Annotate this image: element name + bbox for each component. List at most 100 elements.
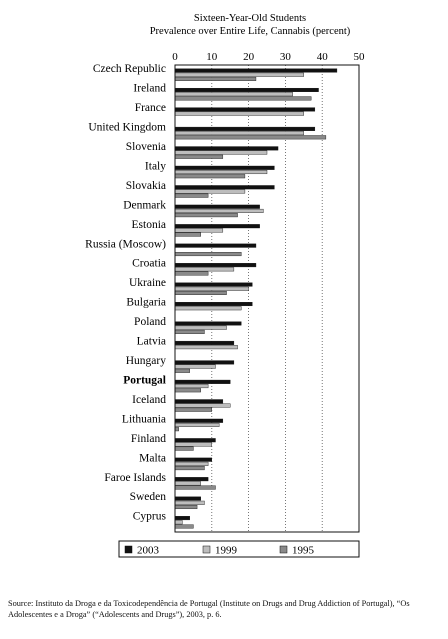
plot-frame [174,64,360,533]
bar-2003 [174,438,216,443]
bar-1999 [174,345,238,350]
bar-1999 [174,364,216,369]
category-label: Malta [139,452,166,464]
bar-2003 [174,185,275,190]
bar-1999 [174,325,227,330]
bar-1999 [174,286,249,291]
bar-1999 [174,92,293,97]
chart-subtitle: Prevalence over Entire Life, Cannabis (p… [150,26,351,37]
bar-2003 [174,126,316,131]
bar-1995 [174,252,242,257]
category-label: Cyprus [133,511,167,523]
bar-1995 [174,388,201,393]
category-labels: Czech Republic Ireland France United Kingdo… [85,63,166,523]
bar-1995 [174,485,216,490]
bar-2003 [174,146,279,151]
bar-1995 [174,174,246,179]
category-label: Slovenia [126,141,166,153]
bar-2003 [174,204,260,209]
category-label: Czech Republic [93,63,166,75]
bar-1995 [174,446,194,451]
bar-1999 [174,208,264,213]
category-label: Latvia [137,336,166,348]
category-label: Portugal [123,374,166,386]
x-tick-label: 0 [172,51,178,63]
category-label: Iceland [132,394,166,406]
category-label: Hungary [126,355,166,367]
legend-swatch-2003 [124,545,133,554]
legend-swatch-1995 [279,545,288,554]
bar-1999 [174,189,246,194]
bar-1995 [174,407,212,412]
x-axis-ticks: 0 10 20 30 40 50 [172,51,365,63]
category-label: Bulgaria [126,297,166,309]
bar-2003 [174,165,275,170]
bar-2003 [174,224,260,229]
category-label: Sweden [130,491,167,503]
x-tick-label: 10 [206,51,218,63]
bar-1995 [174,368,190,373]
bar-1995 [174,427,179,432]
bar-2003 [174,321,242,326]
category-label: United Kingdom [88,122,166,134]
x-tick-label: 50 [354,51,366,63]
bar-2003 [174,243,257,248]
bar-1995 [174,135,327,140]
category-label: Ireland [133,83,166,95]
bar-1999 [174,228,224,233]
bar-2003 [174,399,224,404]
bar-2003 [174,302,253,307]
bar-1999 [174,72,305,77]
bar-2003 [174,379,231,384]
x-tick-label: 40 [317,51,329,63]
bar-1995 [174,154,224,159]
chart-title: Sixteen-Year-Old Students [194,13,306,24]
bar-2003 [174,263,257,268]
bar-1999 [174,500,205,505]
bar-1995 [174,290,227,295]
bar-1999 [174,267,235,272]
bar-1995 [174,213,238,218]
bar-1995 [174,76,257,81]
bar-1999 [174,461,209,466]
bar-1999 [174,131,305,136]
x-tick-label: 30 [280,51,292,63]
x-tick-label: 20 [243,51,255,63]
source-note: Source: Instituto da Droga e da Toxicode… [8,599,410,619]
bar-1999 [174,306,242,311]
bar-1999 [174,442,212,447]
category-label: Slovakia [126,180,166,192]
bar-1995 [174,271,209,276]
category-label: Russia (Moscow) [85,238,166,250]
bar-2003 [174,477,209,482]
bar-1999 [174,150,268,155]
category-label: Croatia [132,258,166,270]
category-label: Italy [145,160,166,172]
bar-1999 [174,520,183,525]
bar-2003 [174,282,253,287]
bar-1999 [174,111,305,116]
bar-1995 [174,524,194,529]
bar-1999 [174,403,231,408]
bar-2003 [174,87,319,92]
category-label: Faroe Islands [104,472,166,484]
legend-box [118,540,360,558]
bar-1995 [174,232,201,237]
bar-2003 [174,340,235,345]
bar-1999 [174,481,201,486]
bar-1999 [174,422,220,427]
bar-1995 [174,96,312,101]
category-label: France [135,102,166,114]
bar-2003 [174,107,316,112]
bar-1995 [174,193,209,198]
category-label: Lithuania [122,413,166,425]
category-label: Finland [131,433,166,445]
bar-2003 [174,516,190,521]
bar-2003 [174,68,338,73]
category-label: Poland [134,316,166,328]
bar-1995 [174,505,198,510]
legend-swatch-1999 [202,545,211,554]
bar-1999 [174,170,268,175]
bar-2003 [174,496,201,501]
